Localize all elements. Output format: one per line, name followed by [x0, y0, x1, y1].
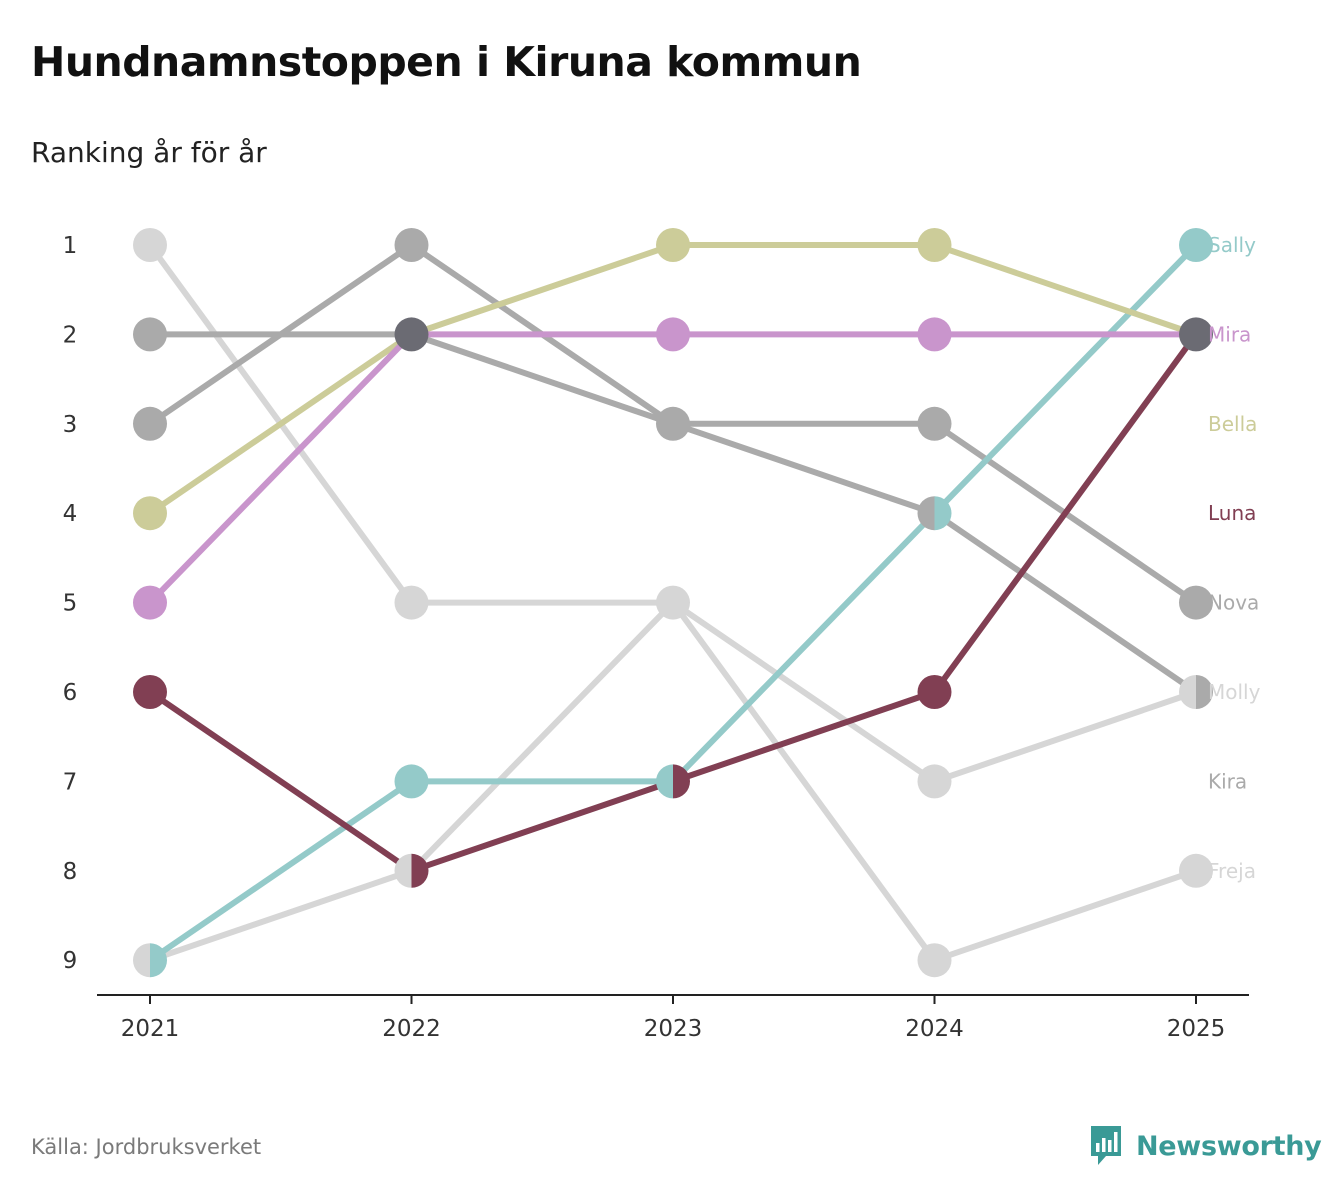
brand-logo[interactable]: Newsworthy	[1088, 1124, 1322, 1168]
data-point-freja-2025	[1179, 675, 1196, 709]
data-point-molly-2022	[394, 228, 429, 262]
series-line-nova	[147, 331, 1199, 606]
x-tick-label: 2025	[1167, 1016, 1226, 1042]
brand-name: Newsworthy	[1136, 1130, 1322, 1162]
data-point-bella-2024	[917, 228, 952, 262]
end-label-sally: Sally	[1208, 233, 1256, 257]
chart-subtitle: Ranking år för år	[31, 136, 267, 169]
end-label-nova: Nova	[1208, 591, 1259, 615]
y-axis-ticks: 1 2 3 4 5 6 7 8 9	[63, 233, 78, 974]
data-point-freja-2021	[133, 228, 167, 262]
data-point-molly-2025	[1196, 675, 1213, 709]
y-tick-label: 2	[63, 322, 78, 348]
y-tick-label: 8	[63, 859, 78, 885]
data-point-nova-2021	[133, 317, 167, 352]
x-tick-label: 2024	[905, 1016, 964, 1042]
end-label-luna: Luna	[1208, 501, 1256, 525]
x-axis	[97, 994, 1249, 1004]
data-point-bella-2021	[133, 496, 167, 531]
data-point-sally-2024	[934, 496, 952, 531]
data-point-bella-2023	[656, 228, 690, 262]
x-tick-label: 2023	[644, 1016, 703, 1042]
y-tick-label: 4	[63, 501, 78, 527]
data-point-kira-2021	[133, 943, 150, 978]
data-point-sally-2021	[150, 943, 167, 978]
x-tick-label: 2022	[382, 1016, 441, 1042]
data-point-luna-2022	[411, 853, 429, 888]
series-line-bella	[147, 242, 1199, 517]
bump-chart: 1 2 3 4 5 6 7 8 9 2021 2022 2023 2024 2025 Sally Mira…	[63, 228, 1261, 1042]
data-point-mira-2023	[656, 317, 690, 352]
data-point-sally-2025	[1179, 228, 1213, 262]
data-point-freja-2024	[917, 764, 952, 799]
end-label-molly: Molly	[1208, 680, 1261, 704]
data-point-mira-2021	[133, 585, 167, 620]
data-point-kira-2022	[394, 853, 412, 888]
data-point-mira-2024	[917, 317, 952, 352]
data-point-luna-2023	[673, 764, 690, 799]
data-point-luna-2024	[917, 675, 952, 709]
chart-title: Hundnamnstoppen i Kiruna kommun	[31, 38, 862, 86]
data-point-luna-2021	[133, 675, 167, 709]
newsworthy-logo-icon	[1091, 1126, 1121, 1165]
data-point-molly-2021	[133, 406, 167, 441]
x-tick-label: 2021	[121, 1016, 180, 1042]
y-tick-label: 5	[63, 591, 78, 617]
x-axis-ticks: 2021 2022 2023 2024 2025	[121, 1016, 1226, 1042]
data-point-freja-2022	[394, 585, 429, 620]
y-tick-label: 7	[63, 769, 78, 795]
data-point-nova-2024	[917, 406, 952, 441]
series-line-molly	[147, 242, 1199, 695]
data-point-sally-2022	[394, 764, 429, 799]
end-label-freja: Freja	[1208, 859, 1256, 883]
source-note: Källa: Jordbruksverket	[31, 1135, 262, 1159]
data-point-overlap-2022	[394, 317, 429, 352]
y-tick-label: 6	[63, 680, 78, 706]
data-point-sally-2023	[656, 764, 673, 799]
series-line-mira	[147, 331, 1199, 606]
end-label-kira: Kira	[1208, 769, 1247, 793]
data-point-nova-2025	[1179, 585, 1213, 620]
data-point-kira-2025	[1179, 853, 1213, 888]
data-point-freja-2023	[656, 585, 690, 620]
y-tick-label: 9	[63, 948, 78, 974]
data-point-overlap-2025	[1179, 317, 1213, 352]
data-point-kira-2024	[917, 943, 952, 978]
y-tick-label: 1	[63, 233, 78, 259]
end-label-bella: Bella	[1208, 412, 1257, 436]
end-labels: Sally Mira Bella Luna Nova Molly Kira Freja	[1208, 233, 1261, 883]
series-dots	[133, 228, 1213, 978]
y-tick-label: 3	[63, 412, 78, 438]
data-point-molly-2023	[656, 406, 690, 441]
end-label-mira: Mira	[1208, 322, 1251, 346]
data-point-molly-2024	[917, 496, 935, 531]
